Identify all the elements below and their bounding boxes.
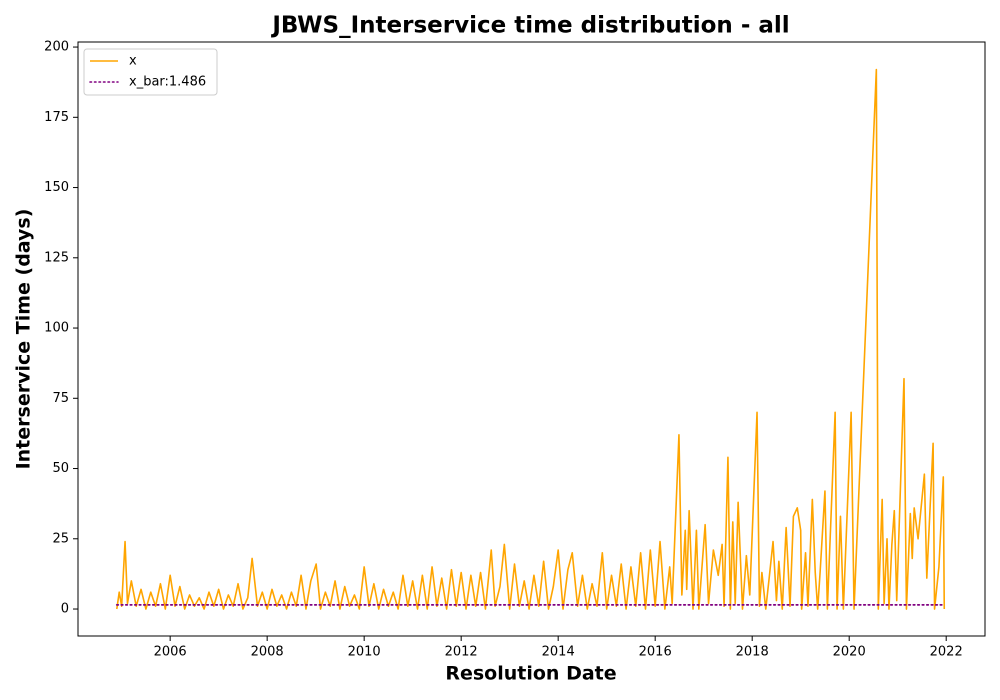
y-tick-label: 200 — [44, 40, 69, 55]
x-tick-label: 2014 — [542, 645, 575, 660]
x-tick-label: 2008 — [251, 645, 284, 660]
x-tick-label: 2020 — [833, 645, 866, 660]
x-tick-label: 2010 — [348, 645, 381, 660]
y-tick-label: 50 — [52, 461, 69, 476]
legend-label: x_bar:1.486 — [129, 75, 206, 90]
y-tick-label: 25 — [52, 531, 69, 546]
y-tick-label: 100 — [44, 321, 69, 336]
legend: x x_bar:1.486 — [83, 48, 218, 96]
x-tick-label: 2022 — [930, 645, 963, 660]
line-series — [116, 68, 946, 610]
y-tick-label: 175 — [44, 110, 69, 125]
y-tick-label: 75 — [52, 391, 69, 406]
x-tick-label: 2018 — [736, 645, 769, 660]
x-tick-label: 2012 — [445, 645, 478, 660]
chart-title: JBWS_Interservice time distribution - al… — [270, 13, 789, 39]
y-tick-label: 125 — [44, 250, 69, 265]
x-tick-label: 2016 — [639, 645, 672, 660]
legend-label: x — [129, 54, 137, 69]
x-tick-label: 2006 — [154, 645, 187, 660]
plot-frame — [77, 41, 986, 637]
y-axis-label: Interservice Time (days) — [13, 209, 35, 470]
plot-area: 2006 2008 2010 2012 2014 2016 2018 2020 2022 0 25 5… — [44, 40, 963, 660]
x-axis-label: Resolution Date — [445, 663, 616, 685]
y-tick-label: 150 — [44, 180, 69, 195]
y-tick-label: 0 — [61, 602, 69, 617]
